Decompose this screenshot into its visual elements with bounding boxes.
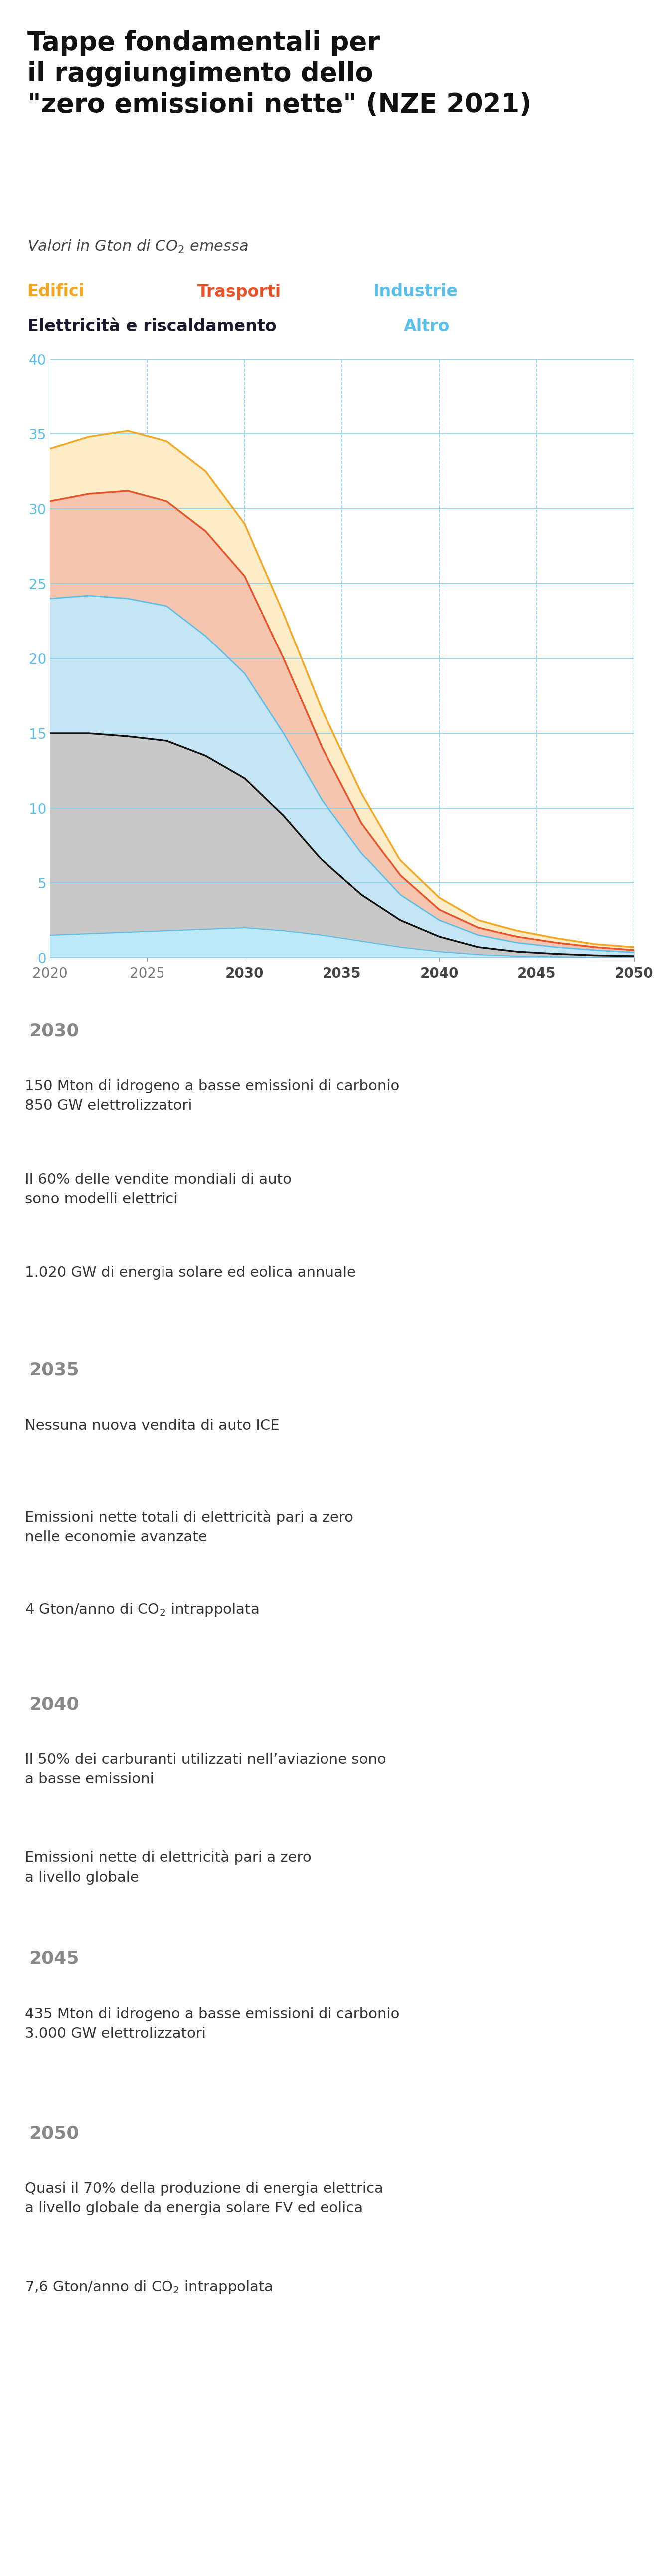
Text: 7,6 Gton/anno di CO$_2$ intrappolata: 7,6 Gton/anno di CO$_2$ intrappolata bbox=[25, 2280, 273, 2295]
Text: Trasporti: Trasporti bbox=[198, 283, 281, 299]
Text: 2045: 2045 bbox=[29, 1950, 79, 1968]
Text: Industrie: Industrie bbox=[373, 283, 458, 299]
Text: 2035: 2035 bbox=[29, 1363, 79, 1378]
Text: 2030: 2030 bbox=[29, 1023, 79, 1041]
Text: Edifici: Edifici bbox=[27, 283, 85, 299]
Text: Tappe fondamentali per
il raggiungimento dello
"zero emissioni nette" (NZE 2021): Tappe fondamentali per il raggiungimento… bbox=[27, 31, 532, 118]
Text: 2040: 2040 bbox=[29, 1695, 79, 1713]
Text: 435 Mton di idrogeno a basse emissioni di carbonio
3.000 GW elettrolizzatori: 435 Mton di idrogeno a basse emissioni d… bbox=[25, 2007, 400, 2040]
Text: Elettricità e riscaldamento: Elettricità e riscaldamento bbox=[27, 319, 277, 335]
Text: 1.020 GW di energia solare ed eolica annuale: 1.020 GW di energia solare ed eolica ann… bbox=[25, 1265, 356, 1280]
Text: Quasi il 70% della produzione di energia elettrica
a livello globale da energia : Quasi il 70% della produzione di energia… bbox=[25, 2182, 383, 2215]
Text: 150 Mton di idrogeno a basse emissioni di carbonio
850 GW elettrolizzatori: 150 Mton di idrogeno a basse emissioni d… bbox=[25, 1079, 400, 1113]
Text: Valori in Gton di CO$_2$ emessa: Valori in Gton di CO$_2$ emessa bbox=[27, 240, 249, 255]
Text: 2050: 2050 bbox=[29, 2125, 79, 2141]
Text: 4 Gton/anno di CO$_2$ intrappolata: 4 Gton/anno di CO$_2$ intrappolata bbox=[25, 1602, 259, 1618]
Text: Emissioni nette di elettricità pari a zero
a livello globale: Emissioni nette di elettricità pari a ze… bbox=[25, 1850, 311, 1886]
Text: Il 50% dei carburanti utilizzati nell’aviazione sono
a basse emissioni: Il 50% dei carburanti utilizzati nell’av… bbox=[25, 1752, 387, 1785]
Text: Altro: Altro bbox=[404, 319, 450, 335]
Text: Il 60% delle vendite mondiali di auto
sono modelli elettrici: Il 60% delle vendite mondiali di auto so… bbox=[25, 1172, 292, 1206]
Text: Emissioni nette totali di elettricità pari a zero
nelle economie avanzate: Emissioni nette totali di elettricità pa… bbox=[25, 1510, 353, 1546]
Text: Nessuna nuova vendita di auto ICE: Nessuna nuova vendita di auto ICE bbox=[25, 1419, 279, 1432]
